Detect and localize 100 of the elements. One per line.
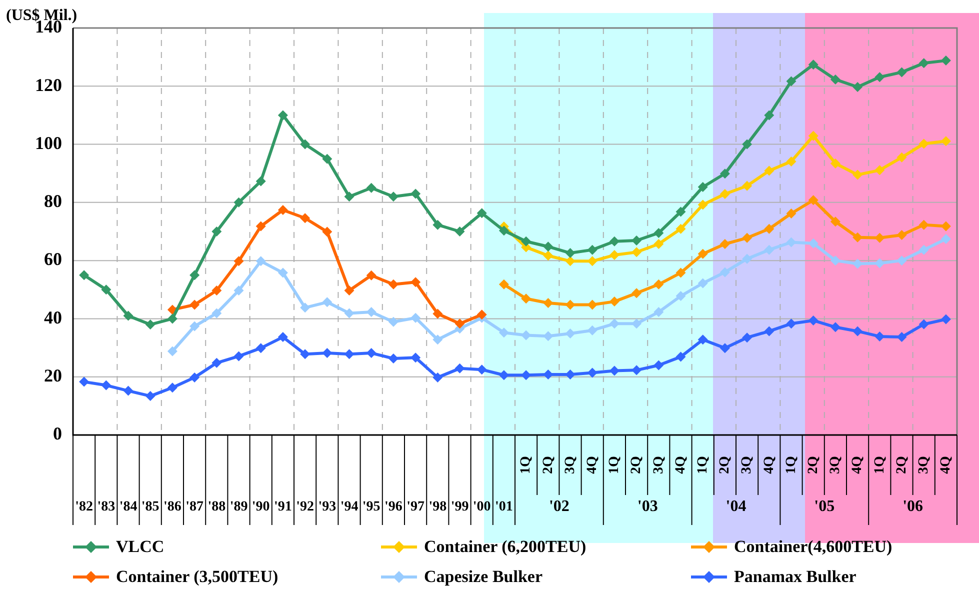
point <box>498 226 509 236</box>
x-tick-label: 2Q <box>806 456 821 474</box>
x-tick-label: 4Q <box>584 456 600 474</box>
point <box>632 318 642 329</box>
legend-label: Container (3,500TEU) <box>116 567 278 587</box>
point <box>256 221 266 232</box>
point <box>498 279 509 290</box>
point <box>698 200 708 210</box>
point <box>256 343 266 354</box>
x-tick-label: '00 <box>472 500 491 515</box>
point <box>366 307 376 318</box>
point <box>410 312 421 323</box>
x-tick-label: 2Q <box>629 456 644 474</box>
legend-label: Container (6,200TEU) <box>424 537 586 557</box>
x-tick-label: 4Q <box>850 456 866 474</box>
point <box>764 110 774 120</box>
point <box>852 170 863 180</box>
point <box>344 192 354 202</box>
x-tick-label: '99 <box>450 500 469 515</box>
x-tick-label: '87 <box>186 500 204 515</box>
point <box>874 72 885 82</box>
point <box>234 197 244 208</box>
point <box>940 234 951 244</box>
point <box>212 226 222 236</box>
x-tick-label: '91 <box>274 500 292 515</box>
point <box>190 300 200 310</box>
point <box>410 277 421 288</box>
point <box>167 314 178 324</box>
point <box>432 372 443 382</box>
x-tick-label: '84 <box>119 500 138 515</box>
point <box>366 348 376 358</box>
point <box>896 152 907 162</box>
point <box>786 208 796 218</box>
point <box>918 319 929 330</box>
x-tick-label: 1Q <box>695 456 710 474</box>
point <box>410 352 421 363</box>
point <box>543 250 554 261</box>
x-tick-label: 4Q <box>673 456 688 474</box>
point <box>830 322 840 332</box>
point <box>587 368 598 378</box>
x-tick-label: '92 <box>296 500 314 515</box>
point <box>896 67 907 78</box>
point <box>190 372 200 382</box>
point <box>344 308 354 318</box>
point <box>698 334 708 345</box>
point <box>654 279 664 290</box>
point <box>698 248 708 259</box>
point <box>720 267 730 278</box>
point <box>742 139 752 150</box>
point <box>896 332 907 342</box>
point <box>632 236 642 246</box>
x-tick-label: 3Q <box>916 456 932 474</box>
point <box>676 206 686 217</box>
x-tick-label: '89 <box>230 500 248 515</box>
point <box>388 192 398 202</box>
point <box>322 154 332 164</box>
point <box>190 270 200 280</box>
point <box>676 268 686 278</box>
point <box>786 318 796 329</box>
point <box>212 358 222 368</box>
point <box>167 346 178 356</box>
x-tick-label: 3Q <box>740 456 755 474</box>
x-tick-label: 1Q <box>872 456 888 474</box>
point <box>830 158 840 168</box>
text: '04 <box>726 498 746 516</box>
point <box>940 314 951 324</box>
point <box>764 166 774 176</box>
legend-label: VLCC <box>116 537 164 557</box>
point <box>388 316 398 327</box>
point <box>190 321 200 332</box>
point <box>896 256 907 266</box>
y-tick-label: 60 <box>44 249 62 270</box>
point <box>123 310 134 321</box>
point <box>654 239 664 249</box>
point <box>234 351 244 362</box>
point <box>366 270 376 280</box>
legend-label: Panamax Bulker <box>734 567 856 587</box>
point <box>543 370 554 380</box>
x-tick-label: '94 <box>340 500 358 515</box>
point <box>852 232 863 242</box>
y-tick-label: 100 <box>35 132 62 153</box>
point <box>521 236 532 246</box>
point <box>676 352 686 362</box>
point <box>852 258 863 269</box>
point <box>543 242 554 252</box>
x-tick-label: 2Q <box>718 456 733 474</box>
y-tick-label: 0 <box>53 424 62 444</box>
point <box>609 296 620 307</box>
point <box>874 232 885 243</box>
text: '02 <box>548 498 570 516</box>
y-tick-label: 120 <box>35 74 62 95</box>
point <box>300 139 310 150</box>
y-tick-label: 20 <box>44 366 62 386</box>
text: '06 <box>902 498 924 516</box>
point <box>278 204 288 215</box>
point <box>454 363 465 374</box>
y-tick-label: 40 <box>44 307 62 328</box>
point <box>874 165 885 176</box>
point <box>632 365 642 376</box>
text: '05 <box>814 498 835 516</box>
